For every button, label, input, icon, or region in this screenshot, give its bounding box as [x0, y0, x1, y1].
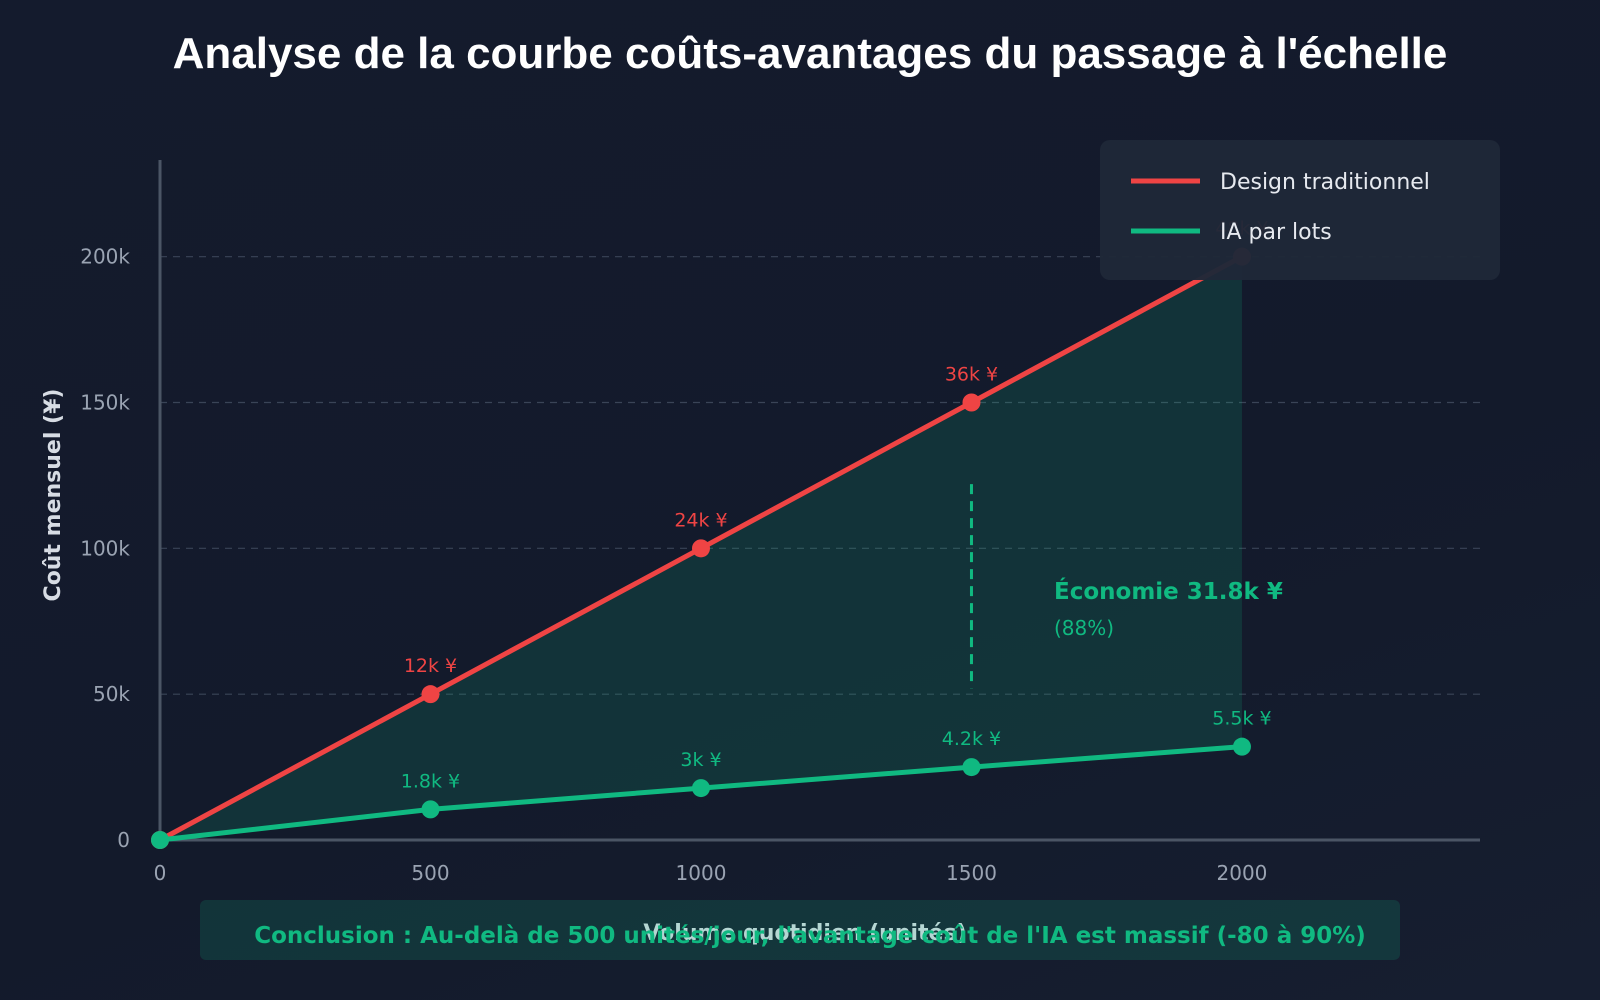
data-point — [151, 831, 169, 849]
data-label: 1.8k ¥ — [401, 770, 460, 792]
legend: Design traditionnel IA par lots — [1100, 140, 1500, 280]
savings-label: Économie 31.8k ¥ — [1054, 577, 1283, 605]
x-tick-label: 1500 — [946, 861, 997, 885]
y-tick-label: 50k — [93, 682, 130, 706]
chart-title: Analyse de la courbe coûts-avantages du … — [173, 29, 1448, 78]
x-tick-label: 500 — [411, 861, 449, 885]
data-label: 24k ¥ — [674, 509, 727, 531]
chart: Analyse de la courbe coûts-avantages du … — [0, 0, 1600, 1000]
y-tick-label: 200k — [80, 245, 130, 269]
savings-percent: (88%) — [1054, 616, 1114, 640]
y-tick-label: 100k — [80, 536, 130, 560]
data-point — [421, 685, 439, 703]
data-point — [692, 539, 710, 557]
x-tick-label: 0 — [154, 861, 167, 885]
x-tick-label: 2000 — [1217, 861, 1268, 885]
y-tick-label: 0 — [117, 828, 130, 852]
data-point — [1233, 738, 1251, 756]
conclusion: Conclusion : Au-delà de 500 unités/jour,… — [200, 900, 1400, 960]
data-label: 12k ¥ — [404, 655, 457, 677]
y-tick-label: 150k — [80, 391, 130, 415]
data-label: 4.2k ¥ — [942, 728, 1001, 750]
data-label: 36k ¥ — [945, 364, 998, 386]
conclusion-text: Conclusion : Au-delà de 500 unités/jour,… — [254, 923, 1366, 949]
data-point — [421, 800, 439, 818]
data-label: 3k ¥ — [680, 749, 721, 771]
data-point — [962, 758, 980, 776]
legend-label: Design traditionnel — [1220, 170, 1430, 195]
x-tick-label: 1000 — [676, 861, 727, 885]
data-point — [962, 394, 980, 412]
data-label: 5.5k ¥ — [1212, 708, 1271, 730]
legend-label: IA par lots — [1220, 220, 1332, 245]
data-point — [692, 779, 710, 797]
legend-box — [1100, 140, 1500, 280]
y-axis-title: Coût mensuel (¥) — [41, 389, 66, 602]
